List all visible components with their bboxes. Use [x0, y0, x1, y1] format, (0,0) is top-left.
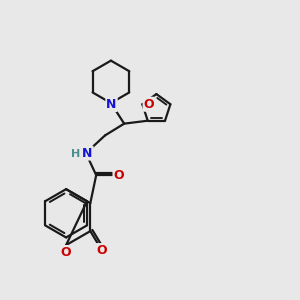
Text: N: N [106, 98, 117, 111]
Text: H: H [71, 149, 80, 159]
Text: N: N [82, 147, 93, 160]
Text: O: O [97, 244, 107, 257]
Text: O: O [61, 246, 71, 259]
Text: O: O [143, 98, 154, 111]
Text: O: O [114, 169, 124, 182]
